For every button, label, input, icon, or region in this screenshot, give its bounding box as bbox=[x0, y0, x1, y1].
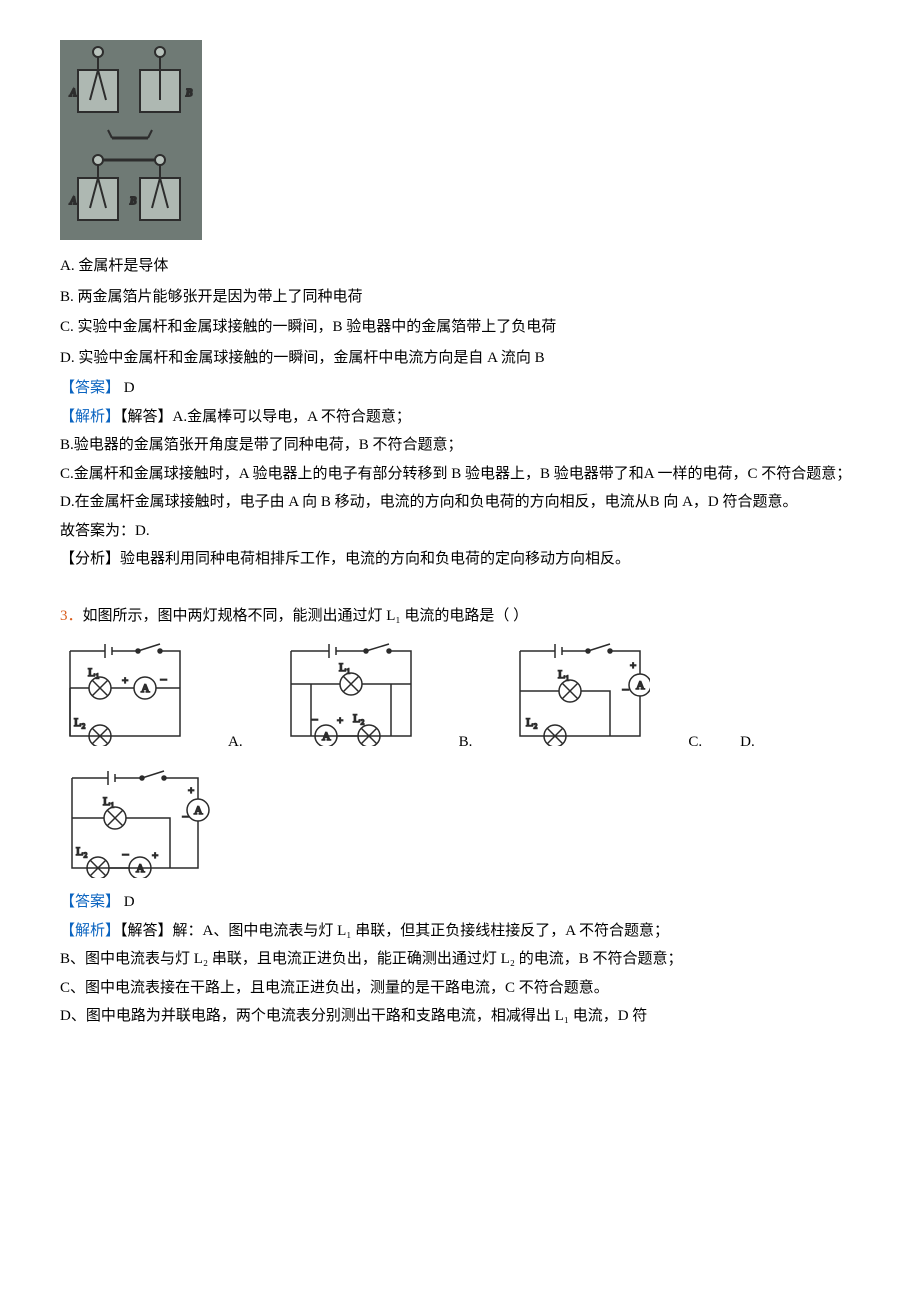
q2-analysis-fenxi: 【分析】验电器利用同种电荷相排斥工作，电流的方向和负电荷的定向移动方向相反。 bbox=[60, 545, 860, 574]
svg-text:A: A bbox=[194, 803, 203, 817]
svg-text:−: − bbox=[160, 672, 167, 687]
svg-text:A: A bbox=[69, 196, 77, 207]
svg-text:A: A bbox=[136, 861, 145, 875]
svg-text:L₂: L₂ bbox=[76, 844, 88, 858]
q3-analysis-b: B、图中电流表与灯 L₂ 串联，且电流正进负出，能正确测出通过灯 L₂ 的电流，… bbox=[60, 945, 860, 974]
svg-text:+: + bbox=[152, 850, 158, 862]
q3-analysis-d: D、图中电路为并联电路，两个电流表分别测出干路和支路电流，相减得出 L₁ 电流，… bbox=[60, 1002, 860, 1031]
svg-text:+: + bbox=[188, 785, 194, 797]
svg-text:A: A bbox=[141, 681, 150, 695]
svg-text:+: + bbox=[122, 675, 128, 687]
q3-circuits-row: L₁ A + − L₂ A. bbox=[60, 636, 860, 757]
circuit-b-wrap: L₁ A − + L₂ bbox=[281, 636, 421, 757]
circuit-b: L₁ A − + L₂ bbox=[281, 636, 421, 746]
q2-option-b: B. 两金属箔片能够张开是因为带上了同种电荷 bbox=[60, 283, 860, 312]
svg-text:A: A bbox=[636, 678, 645, 692]
svg-text:−: − bbox=[622, 682, 629, 697]
q2-analysis-c: C.金属杆和金属球接触时，A 验电器上的电子有部分转移到 B 验电器上，B 验电… bbox=[60, 460, 860, 489]
circuit-c-label: C. bbox=[688, 728, 702, 757]
q2-analysis-so: 故答案为：D. bbox=[60, 517, 860, 546]
q2-analysis-b: B.验电器的金属箔张开角度是带了同种电荷，B 不符合题意； bbox=[60, 431, 860, 460]
circuit-b-label: B. bbox=[459, 728, 473, 757]
circuit-a-wrap: L₁ A + − L₂ bbox=[60, 636, 190, 757]
svg-text:−: − bbox=[182, 809, 189, 824]
q3-analysis-a-text: 【解答】解：A、图中电流表与灯 L₁ 串联，但其正负接线柱接反了，A 不符合题意… bbox=[120, 923, 669, 939]
q3-number: 3． bbox=[60, 608, 83, 624]
svg-text:−: − bbox=[311, 712, 318, 727]
circuit-a: L₁ A + − L₂ bbox=[60, 636, 190, 746]
q3-analysis-c: C、图中电流表接在干路上，且电流正进负出，测量的是干路电流，C 不符合题意。 bbox=[60, 974, 860, 1003]
svg-text:L₁: L₁ bbox=[339, 660, 351, 674]
svg-text:L₂: L₂ bbox=[74, 715, 86, 729]
svg-text:L₂: L₂ bbox=[353, 711, 365, 725]
svg-text:A: A bbox=[322, 729, 331, 743]
svg-text:−: − bbox=[122, 847, 129, 862]
q2-option-d: D. 实验中金属杆和金属球接触的一瞬间，金属杆中电流方向是自 A 流向 B bbox=[60, 344, 860, 373]
svg-text:+: + bbox=[337, 715, 343, 727]
answer-label: 【答案】 bbox=[60, 380, 120, 396]
svg-text:L₁: L₁ bbox=[88, 665, 100, 679]
circuit-c-wrap: A + − L₁ L₂ bbox=[510, 636, 650, 757]
svg-text:L₁: L₁ bbox=[103, 794, 115, 808]
circuit-d-wrap: A + − L₁ L₂ A − + bbox=[60, 763, 860, 889]
q3-answer: D bbox=[124, 894, 135, 910]
q2-answer: D bbox=[124, 380, 135, 396]
q2-answer-line: 【答案】 D bbox=[60, 374, 860, 403]
analysis-label: 【解析】 bbox=[60, 409, 120, 425]
analysis-label: 【解析】 bbox=[60, 923, 120, 939]
q2-analysis-d: D.在金属杆金属球接触时，电子由 A 向 B 移动，电流的方向和负电荷的方向相反… bbox=[60, 488, 860, 517]
q3-answer-line: 【答案】 D bbox=[60, 888, 860, 917]
svg-text:L₁: L₁ bbox=[558, 667, 570, 681]
circuit-c: A + − L₁ L₂ bbox=[510, 636, 650, 746]
q2-analysis-intro: 【解答】A.金属棒可以导电，A 不符合题意； bbox=[120, 409, 411, 425]
q3-analysis-a: 【解析】【解答】解：A、图中电流表与灯 L₁ 串联，但其正负接线柱接反了，A 不… bbox=[60, 917, 860, 946]
q2-analysis-a: 【解析】【解答】A.金属棒可以导电，A 不符合题意； bbox=[60, 403, 860, 432]
circuit-d: A + − L₁ L₂ A − + bbox=[60, 763, 210, 878]
answer-label: 【答案】 bbox=[60, 894, 120, 910]
svg-text:B: B bbox=[186, 88, 192, 99]
svg-text:+: + bbox=[630, 660, 636, 672]
q2-option-c: C. 实验中金属杆和金属球接触的一瞬间，B 验电器中的金属箔带上了负电荷 bbox=[60, 313, 860, 342]
svg-text:L₂: L₂ bbox=[526, 715, 538, 729]
circuit-d-label: D. bbox=[740, 728, 755, 757]
q3-stem: 如图所示，图中两灯规格不同，能测出通过灯 L₁ 电流的电路是（ ） bbox=[83, 608, 529, 624]
q2-option-a: A. 金属杆是导体 bbox=[60, 252, 860, 281]
svg-text:A: A bbox=[69, 88, 77, 99]
circuit-a-label: A. bbox=[228, 728, 243, 757]
q3-stem-line: 3．如图所示，图中两灯规格不同，能测出通过灯 L₁ 电流的电路是（ ） bbox=[60, 602, 860, 631]
q2-figure: A B A B bbox=[60, 40, 202, 240]
svg-text:B: B bbox=[130, 196, 136, 207]
